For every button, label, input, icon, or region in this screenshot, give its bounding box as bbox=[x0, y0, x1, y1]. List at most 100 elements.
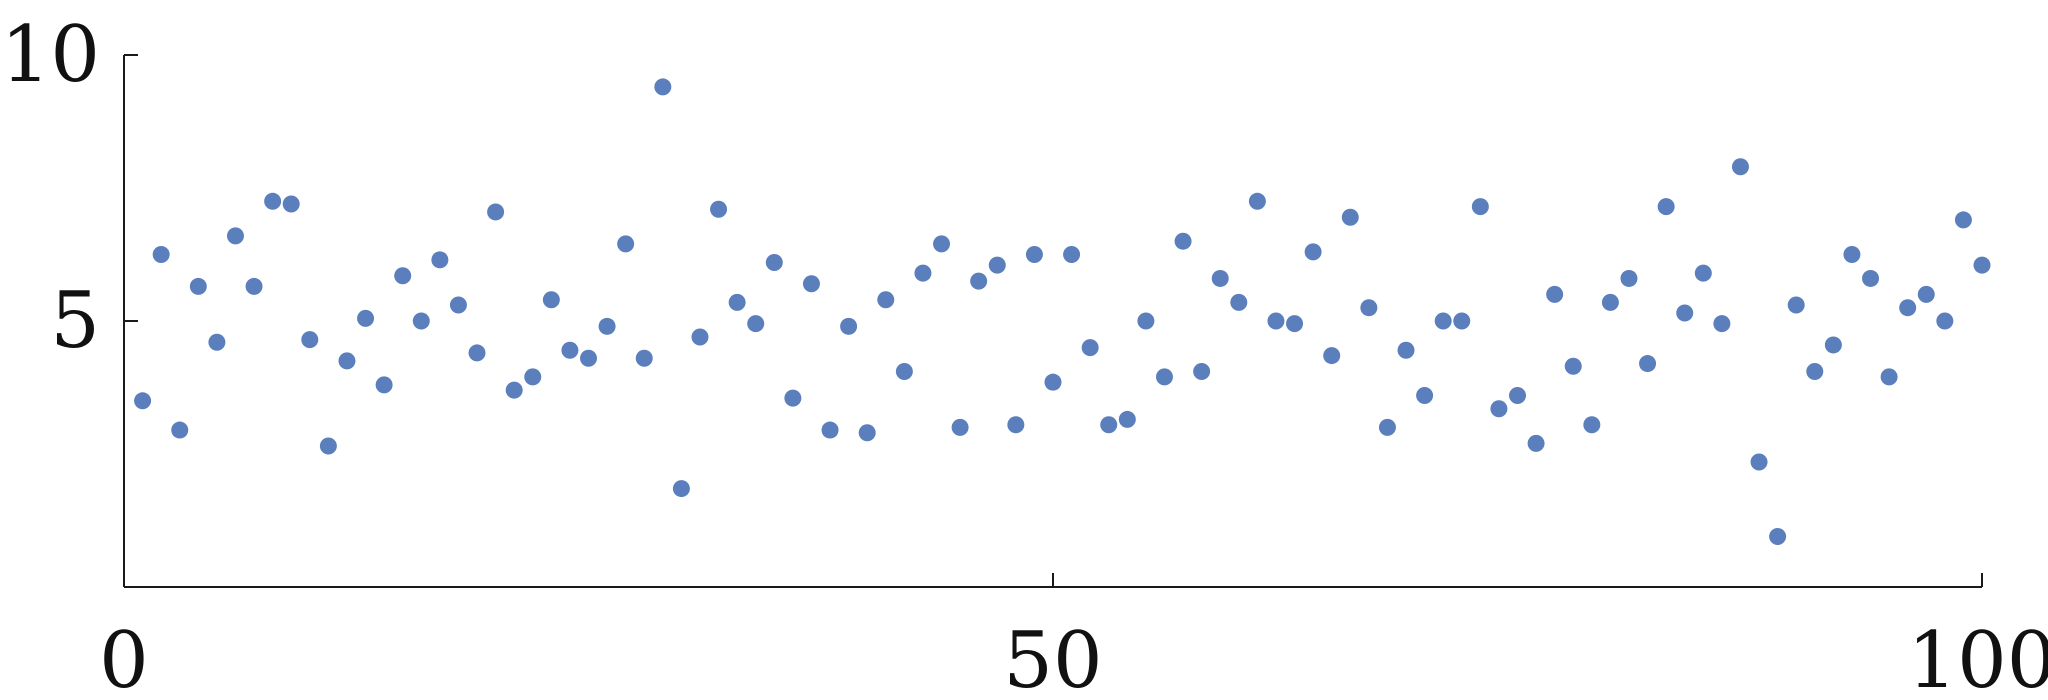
data-point bbox=[1954, 211, 1972, 229]
data-point bbox=[357, 309, 375, 327]
data-point bbox=[1806, 363, 1824, 381]
data-point bbox=[1063, 246, 1081, 263]
data-point bbox=[858, 424, 876, 442]
data-point bbox=[1304, 243, 1322, 261]
data-point bbox=[505, 381, 523, 399]
data-point bbox=[1378, 418, 1396, 436]
data-point bbox=[1230, 293, 1248, 311]
data-point bbox=[1081, 339, 1099, 357]
data-point bbox=[747, 315, 765, 333]
data-point bbox=[1880, 368, 1898, 386]
data-point bbox=[635, 349, 653, 367]
data-point bbox=[1750, 453, 1768, 471]
data-point bbox=[1769, 527, 1787, 545]
y-tick-label: 10 bbox=[1, 10, 100, 100]
data-point bbox=[1787, 296, 1805, 314]
data-point bbox=[1936, 312, 1954, 330]
data-point bbox=[802, 275, 820, 293]
data-point bbox=[1100, 416, 1118, 434]
data-point bbox=[1564, 357, 1582, 375]
data-point bbox=[1137, 312, 1155, 330]
data-point bbox=[672, 480, 690, 498]
data-point bbox=[914, 264, 932, 282]
data-point bbox=[933, 235, 951, 253]
data-point bbox=[1583, 416, 1601, 434]
data-point bbox=[1657, 198, 1675, 216]
data-point bbox=[1471, 198, 1489, 216]
data-point bbox=[617, 235, 635, 253]
x-tick-label: 50 bbox=[1003, 616, 1102, 700]
data-point bbox=[1044, 373, 1062, 391]
data-point bbox=[282, 195, 300, 213]
data-point bbox=[1639, 355, 1657, 373]
data-point bbox=[1323, 347, 1341, 365]
data-point bbox=[152, 246, 170, 263]
data-point bbox=[1862, 269, 1880, 287]
axes: 0 50 100 5 10 bbox=[1, 10, 2048, 700]
data-point bbox=[1193, 363, 1211, 381]
data-point bbox=[264, 192, 282, 210]
data-point bbox=[1453, 312, 1471, 330]
data-point bbox=[1824, 336, 1842, 354]
data-point bbox=[598, 317, 616, 335]
x-tick-label: 100 bbox=[1908, 616, 2048, 700]
data-point bbox=[877, 291, 895, 309]
data-point bbox=[338, 352, 356, 370]
data-point bbox=[1490, 400, 1508, 418]
data-point bbox=[1155, 368, 1173, 386]
data-point bbox=[1713, 315, 1731, 333]
data-point bbox=[1397, 341, 1415, 359]
data-point bbox=[524, 368, 542, 386]
data-point bbox=[1174, 232, 1192, 250]
data-point bbox=[840, 317, 858, 335]
data-point bbox=[1601, 293, 1619, 311]
data-point bbox=[1416, 386, 1434, 404]
data-point bbox=[208, 333, 226, 351]
data-point bbox=[1694, 264, 1712, 282]
data-point bbox=[431, 251, 449, 269]
data-point bbox=[988, 256, 1006, 274]
y-tick-label: 5 bbox=[50, 276, 100, 366]
data-point bbox=[1341, 208, 1359, 226]
data-point bbox=[1025, 246, 1043, 263]
data-point bbox=[301, 331, 319, 349]
data-point bbox=[1211, 269, 1229, 287]
data-point bbox=[319, 437, 337, 455]
data-point bbox=[654, 78, 672, 96]
data-point bbox=[1509, 386, 1526, 404]
data-point bbox=[765, 253, 783, 271]
data-points bbox=[134, 78, 1991, 545]
data-point bbox=[1286, 315, 1304, 333]
data-point bbox=[394, 267, 412, 285]
data-point bbox=[226, 227, 244, 245]
data-point bbox=[449, 296, 467, 314]
data-point bbox=[1843, 246, 1861, 263]
data-point bbox=[468, 344, 486, 362]
data-point bbox=[691, 328, 709, 346]
data-point bbox=[542, 291, 560, 309]
data-point bbox=[1267, 312, 1285, 330]
data-point bbox=[1620, 269, 1638, 287]
data-point bbox=[1248, 192, 1266, 210]
data-point bbox=[710, 200, 728, 218]
data-point bbox=[895, 363, 913, 381]
data-point bbox=[134, 392, 152, 410]
data-point bbox=[784, 389, 802, 407]
data-point bbox=[728, 293, 746, 311]
data-point bbox=[1360, 299, 1378, 317]
data-point bbox=[487, 203, 505, 221]
data-point bbox=[189, 277, 207, 295]
data-point bbox=[1973, 256, 1991, 274]
data-point bbox=[1731, 158, 1749, 176]
data-point bbox=[951, 418, 969, 436]
data-point bbox=[1434, 312, 1452, 330]
data-point bbox=[1899, 299, 1917, 317]
data-point bbox=[1676, 304, 1694, 322]
data-point bbox=[580, 349, 597, 367]
data-point bbox=[1118, 410, 1136, 428]
data-point bbox=[171, 421, 189, 439]
data-point bbox=[245, 277, 263, 295]
data-point bbox=[412, 312, 430, 330]
data-point bbox=[375, 376, 393, 394]
